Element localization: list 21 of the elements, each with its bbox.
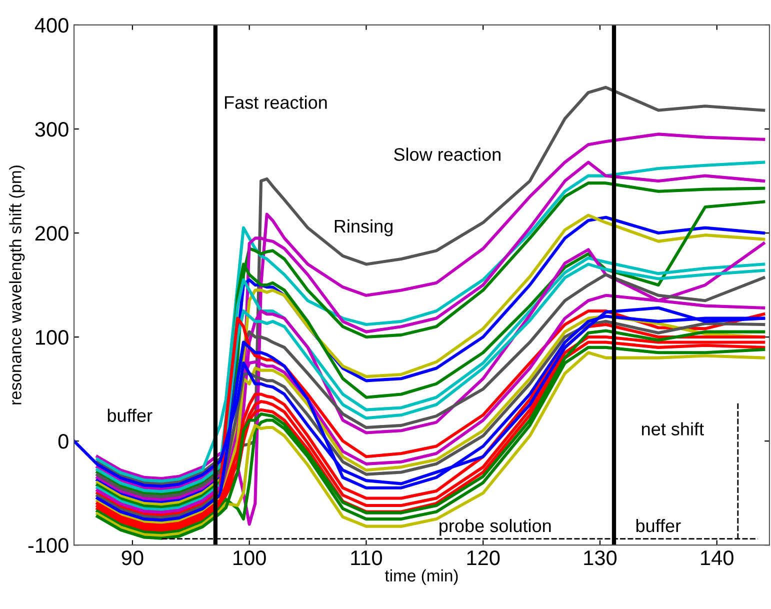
- x-tick-label: 110: [351, 550, 382, 566]
- y-tick-label: 200: [35, 226, 68, 241]
- x-axis-title: time (min): [384, 569, 458, 585]
- annotation: Rinsing: [334, 219, 392, 236]
- x-tick-label: 100: [234, 550, 266, 566]
- annotation: buffer: [108, 408, 152, 422]
- y-tick-label: 100: [36, 330, 68, 345]
- annotation: Slow reaction: [394, 148, 500, 161]
- annotation: probe solution: [440, 518, 551, 536]
- x-tick-label: 140: [701, 550, 734, 566]
- x-tick-label: 120: [467, 550, 500, 566]
- x-tick-label: 90: [122, 550, 144, 566]
- x-tick-label: 130: [584, 550, 617, 566]
- annotation: Fast reaction: [225, 96, 327, 109]
- y-tick-label: 0: [58, 434, 68, 449]
- y-axis-title: resonance wavelength shift (pm): [9, 166, 25, 404]
- annotation: net shift: [642, 422, 704, 436]
- y-tick-label: 300: [35, 122, 68, 137]
- y-tick-label: 400: [34, 18, 68, 33]
- y-tick-label: -100: [28, 538, 68, 553]
- annotation: buffer: [636, 518, 681, 532]
